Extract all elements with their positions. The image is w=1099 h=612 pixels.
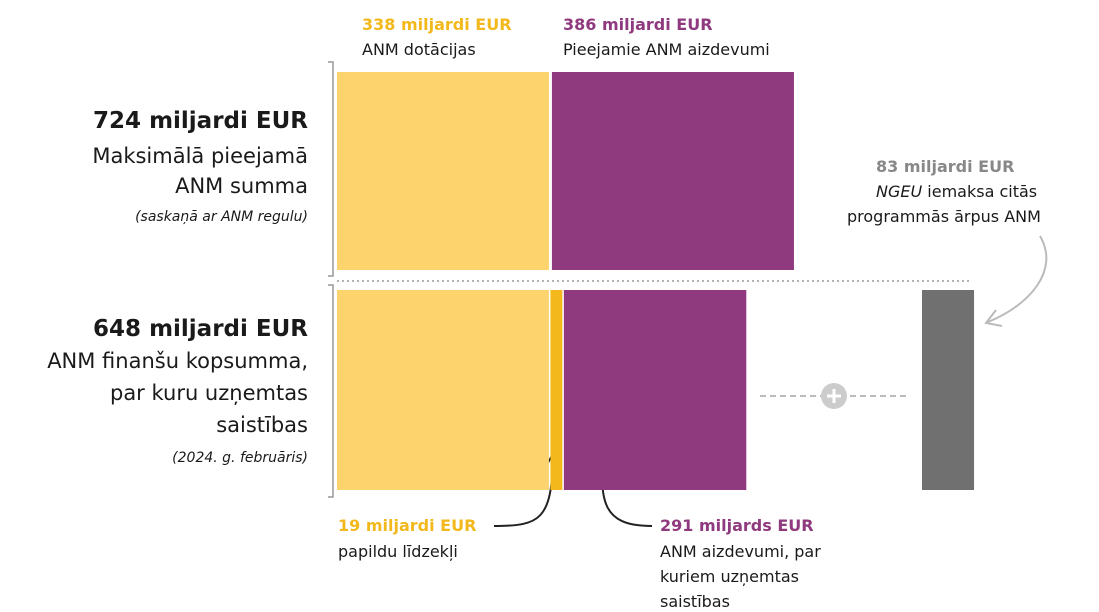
committed-label: saistības	[660, 592, 730, 611]
top-label: Maksimālā pieejamā	[92, 144, 308, 168]
bar-segment	[337, 290, 549, 490]
bottom-label: par kuru uzņemtas	[110, 381, 308, 405]
arrow	[987, 235, 1048, 323]
bar-segment	[550, 290, 563, 490]
grant-label: ANM dotācijas	[362, 40, 476, 59]
committed-amount: 291 miljards EUR	[660, 516, 814, 535]
bottom-note: (2024. g. februāris)	[172, 450, 308, 466]
grant-amount: 338 miljardi EUR	[362, 15, 512, 34]
ngeu-label: programmās ārpus ANM	[847, 207, 1041, 226]
arrowhead	[984, 309, 1003, 327]
ngeu-bar	[922, 290, 975, 490]
committed-label: ANM aizdevumi, par	[660, 542, 821, 561]
ngeu-term: NGEU	[876, 182, 922, 201]
ngeu-amount: 83 miljardi EUR	[876, 157, 1014, 176]
top-note: (saskaņā ar ANM regulu)	[135, 209, 308, 225]
bottom-amount: 648 miljardi EUR	[93, 316, 308, 342]
plus-sign	[827, 389, 841, 403]
ngeu-label: NGEU iemaksa citās	[876, 182, 1037, 201]
brackets	[328, 61, 334, 498]
ngeu-arrow	[984, 235, 1048, 327]
extra-label: papildu līdzekļi	[338, 542, 458, 561]
bracket-bottom	[328, 284, 334, 498]
loan-amount: 386 miljardi EUR	[563, 15, 713, 34]
bar-segment	[551, 72, 794, 270]
top-label: ANM summa	[175, 174, 308, 198]
ngeu-text: iemaksa citās	[927, 182, 1037, 201]
bar-segment	[337, 72, 549, 270]
bottom-label: ANM finanšu kopsumma,	[47, 349, 308, 373]
top-amount: 724 miljardi EUR	[93, 108, 308, 134]
bar-segment	[563, 290, 747, 490]
loan-label: Pieejamie ANM aizdevumi	[563, 40, 770, 59]
bracket-top	[328, 61, 334, 277]
committed-label: kuriem uzņemtas	[660, 567, 799, 586]
bars	[337, 72, 975, 490]
extra-amount: 19 miljardi EUR	[338, 516, 476, 535]
bottom-label: saistības	[216, 413, 308, 437]
